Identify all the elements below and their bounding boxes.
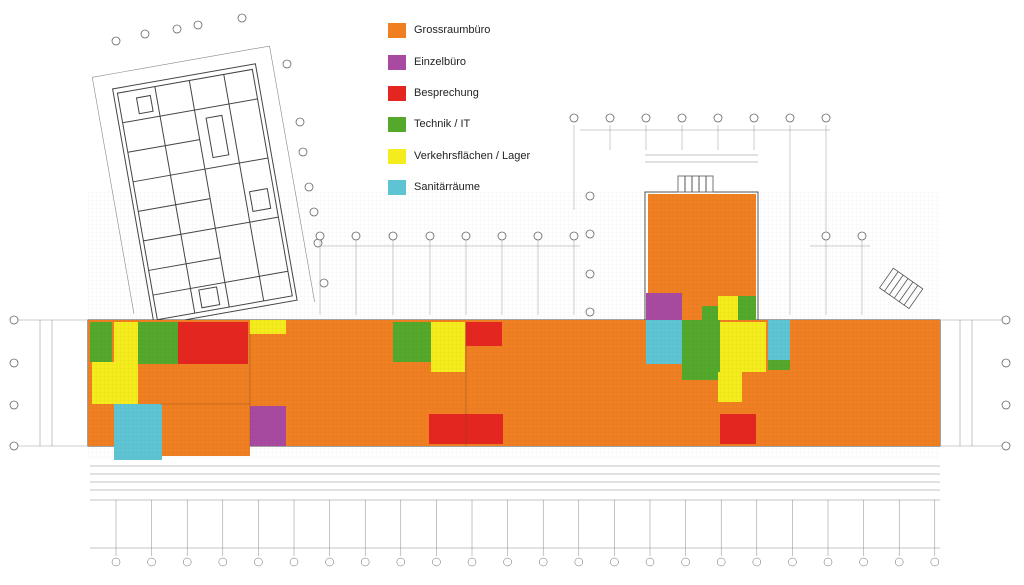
bottom-axis-marker <box>182 557 192 567</box>
bottom-axis-marker <box>645 557 655 567</box>
bottom-axis-marker <box>503 557 512 567</box>
legend-swatch <box>388 148 406 164</box>
bottom-axis-marker <box>289 557 299 567</box>
bottom-axis-marker <box>788 557 797 567</box>
legend-swatch <box>388 54 406 70</box>
bottom-axis-marker <box>360 557 370 567</box>
bottom-axis-marker <box>930 557 940 567</box>
legend-swatch <box>388 179 406 195</box>
bottom-axis-marker <box>254 557 263 567</box>
interior-walls <box>160 322 467 446</box>
legend-item-grossraumbuero: Grossraumbüro <box>388 20 490 40</box>
bottom-axis-marker <box>716 557 726 567</box>
bottom-dimension-lines <box>90 465 940 549</box>
hatch-overlay <box>88 190 940 460</box>
legend-label: Verkehrsflächen / Lager <box>414 150 531 162</box>
bottom-axis-marker <box>396 557 406 567</box>
legend-item-technik-it: Technik / IT <box>388 114 470 134</box>
side-dimension-ticks <box>39 320 973 446</box>
bottom-axis-marker <box>111 557 121 567</box>
bottom-axis-marker <box>147 557 156 567</box>
bottom-axis-marker <box>574 557 584 567</box>
legend-swatch <box>388 22 406 38</box>
bottom-axis-marker <box>467 557 477 567</box>
bottom-axis-marker <box>859 557 868 567</box>
side-axis-markers <box>9 315 1011 451</box>
legend-label: Grossraumbüro <box>414 24 491 36</box>
right-stair <box>878 267 924 310</box>
bottom-axis-marker <box>218 557 228 567</box>
legend-label: Technik / IT <box>414 118 471 130</box>
legend-item-sanitaerraeume: Sanitärräume <box>388 177 480 197</box>
bottom-axis-marker <box>610 557 619 567</box>
legend-label: Sanitärräume <box>414 181 481 193</box>
bottom-axis-marker <box>432 557 441 567</box>
bottom-axis-marker <box>752 557 762 567</box>
legend-label: Besprechung <box>414 87 479 99</box>
bottom-axis-marker <box>894 557 904 567</box>
legend-item-verkehrsflaechen: Verkehrsflächen / Lager <box>388 146 530 166</box>
legend-item-einzelbuero: Einzelbüro <box>388 52 466 72</box>
bottom-axis-marker <box>681 557 690 567</box>
legend-swatch <box>388 116 406 132</box>
legend-label: Einzelbüro <box>414 56 466 68</box>
bottom-axis-lines <box>111 500 940 567</box>
legend-swatch <box>388 85 406 101</box>
bottom-axis-marker <box>538 557 548 567</box>
legend-item-besprechung: Besprechung <box>388 83 479 103</box>
bottom-axis-marker <box>325 557 334 567</box>
bottom-axis-marker <box>823 557 833 567</box>
